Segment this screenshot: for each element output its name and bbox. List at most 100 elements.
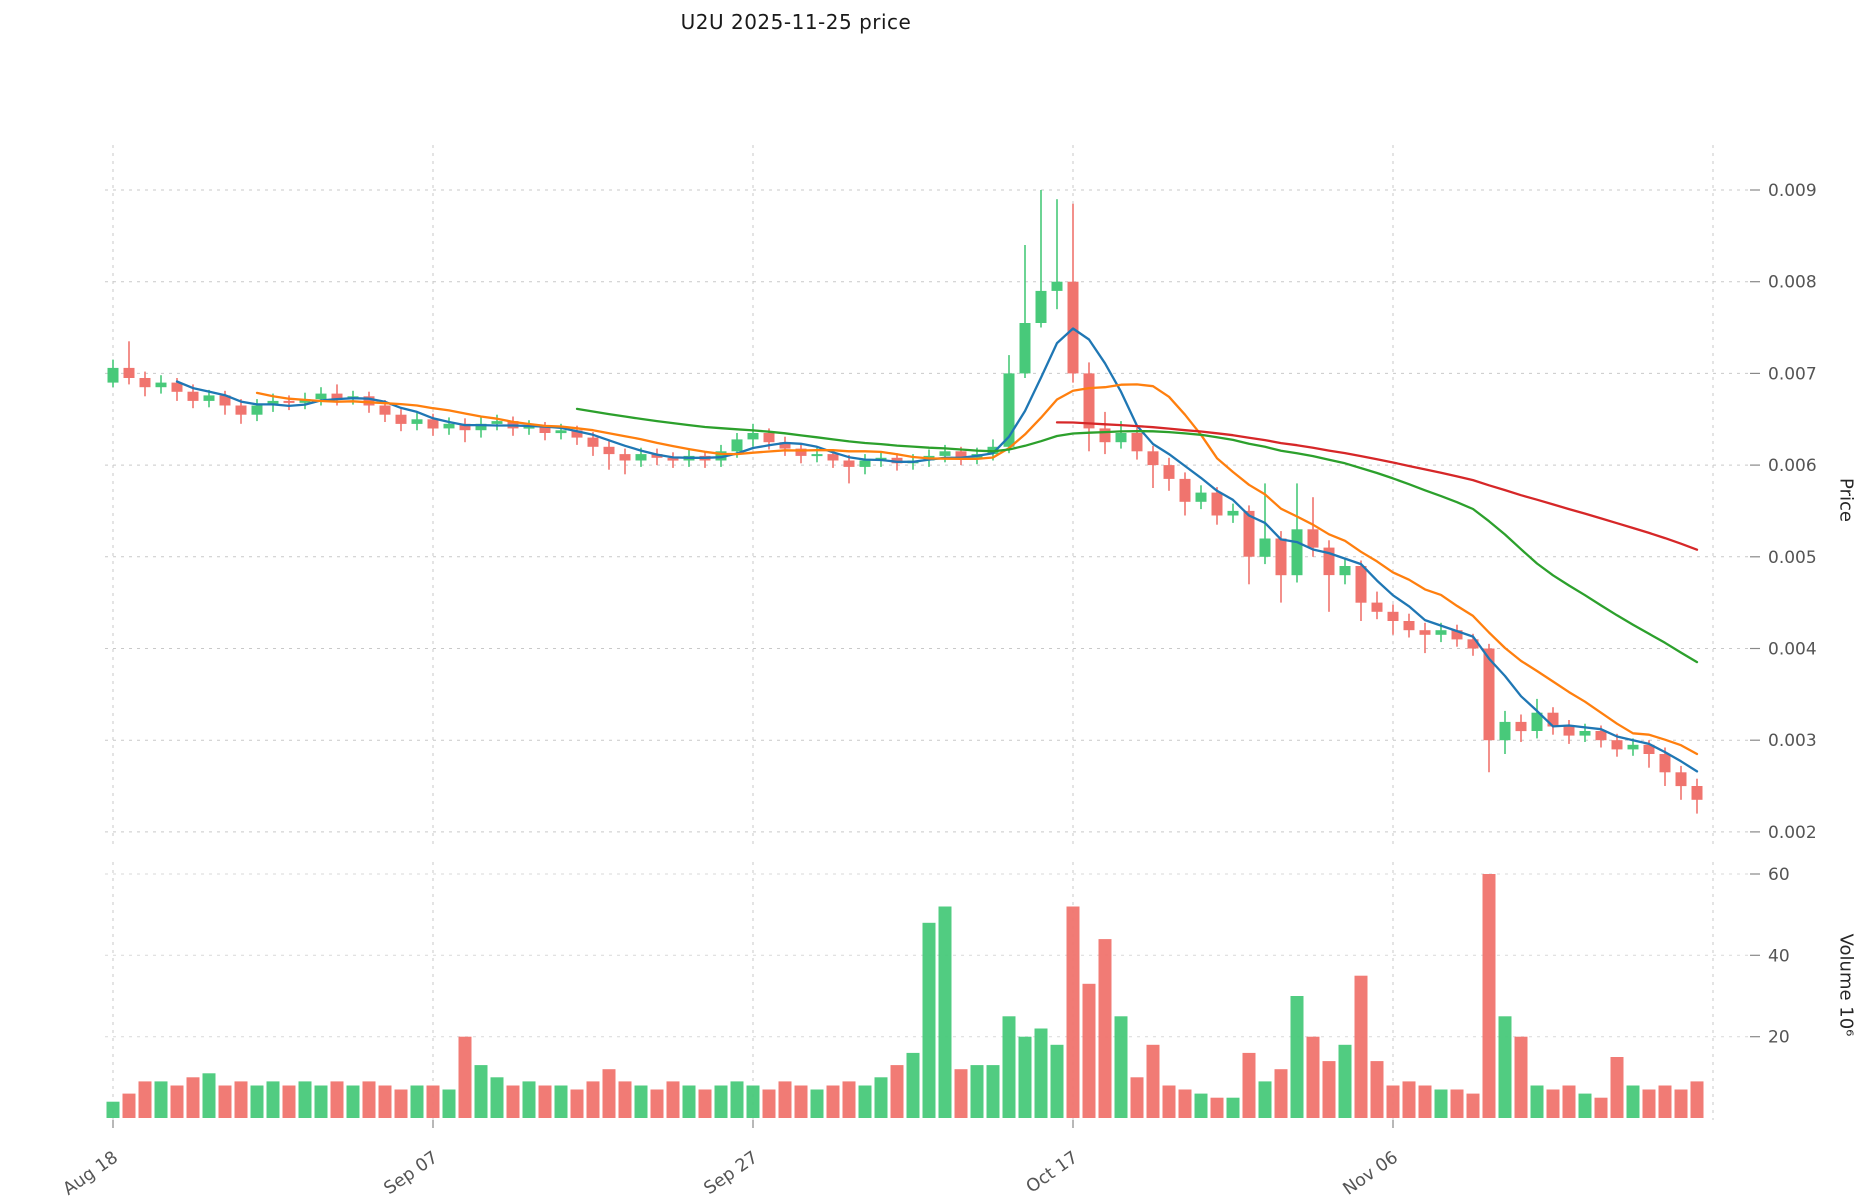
price-tick-label: 0.002 — [1768, 823, 1817, 843]
volume-bar — [282, 1085, 296, 1118]
candle-body — [475, 423, 487, 431]
volume-bar — [938, 906, 952, 1118]
volume-bar — [810, 1089, 824, 1118]
candle-body — [1243, 510, 1255, 557]
price-tick-label: 0.006 — [1768, 456, 1817, 476]
candle-body — [763, 433, 775, 443]
volume-bar — [506, 1085, 520, 1118]
candle-body — [155, 382, 167, 388]
candle-body — [731, 439, 743, 452]
volume-bar — [394, 1089, 408, 1118]
volume-bar — [586, 1081, 600, 1118]
volume-bar — [1674, 1089, 1688, 1118]
price-tick-label: 0.005 — [1768, 548, 1817, 568]
volume-bar — [554, 1085, 568, 1118]
candle-body — [1595, 731, 1607, 741]
volume-bar — [1418, 1085, 1432, 1118]
candle-body — [955, 451, 967, 458]
candle-body — [123, 367, 135, 378]
volume-bar — [954, 1069, 968, 1118]
volume-axis-label: Volume 10⁶ — [1835, 933, 1857, 1037]
candle-body — [1019, 323, 1031, 374]
volume-bar — [1210, 1097, 1224, 1118]
volume-bar — [682, 1085, 696, 1118]
candle-body — [1643, 744, 1655, 754]
volume-bar — [122, 1093, 136, 1118]
volume-bar — [602, 1069, 616, 1118]
ma-line-ma10 — [255, 383, 1699, 756]
volume-bar — [1498, 1016, 1512, 1118]
volume-bar — [202, 1073, 216, 1118]
candle-body — [203, 395, 215, 401]
chart-title: U2U 2025-11-25 price — [680, 10, 912, 34]
volume-tick-label: 20 — [1768, 1028, 1790, 1048]
volume-bar — [186, 1077, 200, 1118]
price-tick-label: 0.003 — [1768, 731, 1817, 751]
volume-bar — [1034, 1028, 1048, 1118]
candle-body — [1275, 538, 1287, 576]
x-tick-label: Nov 06 — [1340, 1148, 1402, 1200]
volume-bar — [106, 1101, 120, 1118]
volume-bar — [346, 1085, 360, 1118]
volume-tick-label: 40 — [1768, 946, 1790, 966]
volume-bar — [1658, 1085, 1672, 1118]
candle-body — [1387, 611, 1399, 621]
ma-line-ma30 — [575, 407, 1699, 664]
candle-body — [1371, 602, 1383, 612]
axis-ticks-and-labels: 0.002 0.003 0.004 0.005 0.006 0.007 0.008 0.009… — [60, 181, 1817, 1200]
volume-bar — [538, 1085, 552, 1118]
volume-bar — [858, 1085, 872, 1118]
candle-body — [1179, 478, 1191, 502]
candle-body — [459, 423, 471, 431]
volume-bar — [1402, 1081, 1416, 1118]
candle-body — [139, 378, 151, 388]
volume-bar — [234, 1081, 248, 1118]
candle-body — [1099, 428, 1111, 443]
candle-body — [363, 396, 375, 406]
ma-line-ma5 — [175, 327, 1699, 773]
candle-body — [1531, 712, 1543, 731]
candle-body — [747, 433, 759, 440]
ma-line-ma60 — [1055, 421, 1699, 551]
volume-bar — [1290, 996, 1304, 1118]
candle-body — [667, 457, 679, 461]
candle-body — [395, 414, 407, 424]
volume-bar — [1162, 1085, 1176, 1118]
volume-bar — [154, 1081, 168, 1118]
volume-bar — [1466, 1093, 1480, 1118]
candle-body — [315, 393, 327, 400]
price-tick-label: 0.007 — [1768, 364, 1817, 384]
volume-bar — [458, 1036, 472, 1118]
volume-bar — [922, 922, 936, 1118]
volume-bar — [1530, 1085, 1544, 1118]
x-tick-label: Oct 17 — [1023, 1148, 1082, 1198]
volume-bar — [378, 1085, 392, 1118]
candle-body — [187, 391, 199, 401]
volume-bar — [410, 1085, 424, 1118]
candles — [107, 190, 1703, 814]
candle-body — [1307, 529, 1319, 548]
volume-bar — [730, 1081, 744, 1118]
candle-body — [619, 454, 631, 461]
volume-bar — [890, 1065, 904, 1118]
volume-bars — [106, 874, 1704, 1118]
volume-bar — [1066, 906, 1080, 1118]
x-tick-label: Aug 18 — [60, 1148, 122, 1200]
candle-body — [171, 382, 183, 392]
volume-bar — [1226, 1097, 1240, 1118]
candle-body — [1515, 721, 1527, 732]
candle-body — [427, 419, 439, 429]
gridlines — [105, 145, 1750, 1120]
volume-bar — [1002, 1016, 1016, 1118]
x-tick-label: Sep 07 — [381, 1148, 442, 1199]
candle-body — [1451, 630, 1463, 640]
candle-body — [1467, 639, 1479, 649]
candle-body — [651, 454, 663, 458]
candle-body — [491, 421, 503, 424]
candle-body — [1083, 373, 1095, 429]
volume-bar — [170, 1085, 184, 1118]
volume-bar — [138, 1081, 152, 1118]
volume-bar — [1338, 1044, 1352, 1118]
price-tick-label: 0.004 — [1768, 640, 1817, 660]
